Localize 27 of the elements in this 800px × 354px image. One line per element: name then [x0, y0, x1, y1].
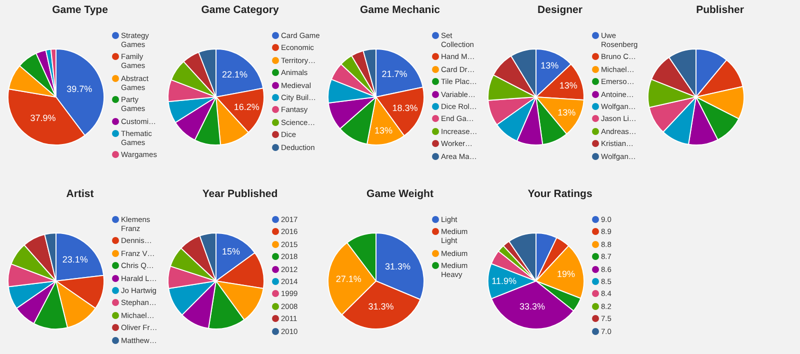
data-label: 33.3%: [519, 301, 545, 312]
chart-title: Game Mechanic: [359, 4, 441, 16]
data-label: 13%: [374, 126, 392, 136]
data-label: 31.3%: [368, 302, 394, 312]
chart-title: Your Ratings: [526, 188, 594, 200]
data-label: 19%: [556, 269, 575, 280]
chart-title: Game Category: [200, 4, 280, 16]
data-label: 13%: [558, 108, 576, 118]
chart-title: Designer: [536, 4, 584, 16]
data-label: 39.7%: [66, 84, 92, 94]
chart-title: Year Published: [201, 188, 279, 200]
data-label: 15%: [222, 246, 240, 257]
data-label: 16.2%: [234, 102, 260, 112]
data-label: 18.3%: [392, 103, 418, 114]
chart-title: Game Weight: [366, 188, 434, 200]
data-label: 27.1%: [336, 274, 362, 284]
data-label: 13%: [559, 80, 578, 90]
data-label: 21.7%: [382, 69, 408, 80]
data-label: 22.1%: [222, 69, 248, 80]
data-label: 23.1%: [62, 254, 88, 264]
chart-title: Publisher: [695, 4, 745, 16]
data-label: 13%: [540, 60, 559, 70]
chart-title: Artist: [65, 188, 95, 200]
data-label: 11.9%: [492, 276, 517, 286]
chart-title: Game Type: [51, 4, 109, 16]
data-label: 37.9%: [30, 113, 56, 124]
data-label: 31.3%: [385, 261, 411, 272]
